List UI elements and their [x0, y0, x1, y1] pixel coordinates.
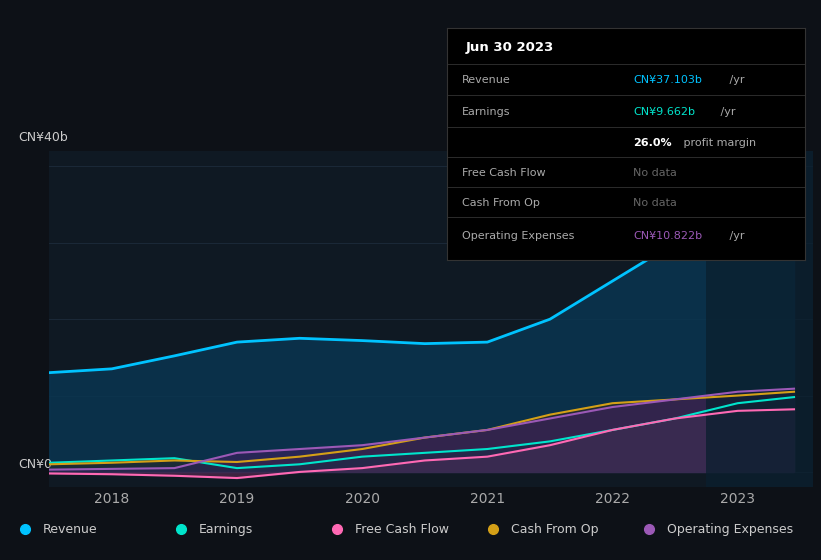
Text: No data: No data [633, 198, 677, 208]
Text: No data: No data [633, 168, 677, 178]
Text: profit margin: profit margin [680, 138, 755, 148]
Text: Revenue: Revenue [461, 75, 511, 85]
Text: Operating Expenses: Operating Expenses [667, 522, 793, 536]
Text: Cash From Op: Cash From Op [511, 522, 599, 536]
Text: 26.0%: 26.0% [633, 138, 672, 148]
Text: Earnings: Earnings [199, 522, 253, 536]
Text: CN¥10.822b: CN¥10.822b [633, 231, 702, 241]
Text: Revenue: Revenue [43, 522, 98, 536]
Text: CN¥40b: CN¥40b [19, 132, 68, 144]
Text: CN¥37.103b: CN¥37.103b [633, 75, 702, 85]
Text: CN¥9.662b: CN¥9.662b [633, 107, 695, 117]
Text: Operating Expenses: Operating Expenses [461, 231, 574, 241]
Text: Cash From Op: Cash From Op [461, 198, 539, 208]
Text: /yr: /yr [717, 107, 736, 117]
Text: CN¥0: CN¥0 [19, 458, 53, 471]
Text: Free Cash Flow: Free Cash Flow [461, 168, 545, 178]
Text: /yr: /yr [726, 75, 745, 85]
Bar [706, 151, 813, 487]
Text: Jun 30 2023: Jun 30 2023 [466, 41, 553, 54]
Text: /yr: /yr [726, 231, 745, 241]
Text: Earnings: Earnings [461, 107, 510, 117]
Text: Free Cash Flow: Free Cash Flow [355, 522, 448, 536]
